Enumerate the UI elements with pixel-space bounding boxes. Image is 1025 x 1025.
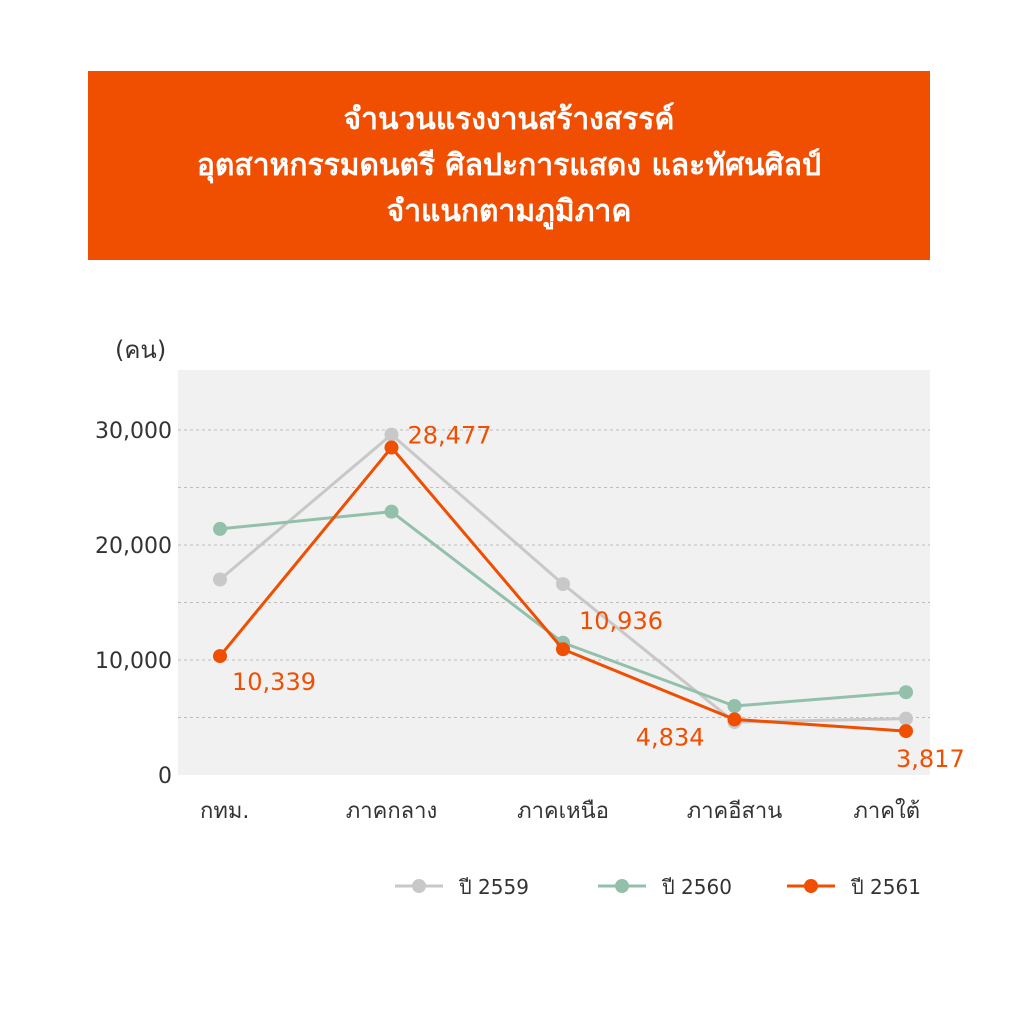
- data-point: [384, 504, 399, 519]
- legend-label: ปี 2561: [851, 875, 921, 899]
- x-axis-categories: กทม. ภาคกลาง ภาคเหนือ ภาคอีสาน ภาคใต้: [200, 798, 920, 824]
- series-layer: [213, 427, 913, 739]
- data-label: 4,834: [636, 723, 705, 751]
- plot-area: [178, 370, 930, 775]
- legend-marker: [804, 879, 818, 893]
- data-point: [213, 572, 227, 587]
- chart-title-line-3: จำแนกตามภูมิภาค: [386, 193, 632, 229]
- data-label: 10,339: [232, 668, 316, 696]
- data-point: [556, 577, 570, 592]
- y-axis-unit-label: (คน): [115, 336, 166, 364]
- legend-label: ปี 2559: [459, 875, 529, 899]
- data-point: [899, 685, 913, 700]
- grid-lines: [178, 429, 930, 718]
- legend-marker: [615, 879, 629, 893]
- y-tick-label: 0: [158, 764, 172, 789]
- data-point: [213, 521, 227, 536]
- data-label: 3,817: [896, 745, 965, 773]
- legend-label: ปี 2560: [662, 875, 732, 899]
- x-category-label: กทม.: [200, 799, 249, 824]
- data-label: 28,477: [408, 422, 492, 450]
- legend-item: ปี 2561: [787, 875, 921, 899]
- y-axis-ticks: 0 10,000 20,000 30,000: [95, 419, 172, 789]
- x-category-label: ภาคกลาง: [346, 799, 437, 824]
- chart-title-banner: จำนวนแรงงานสร้างสรรค์ อุตสาหกรรมดนตรี ศิ…: [88, 71, 930, 260]
- y-tick-label: 20,000: [95, 534, 172, 559]
- chart-title-line-2: อุตสาหกรรมดนตรี ศิลปะการแสดง และทัศนศิลป…: [196, 147, 822, 183]
- data-labels: 10,339 28,477 10,936 4,834 3,817: [232, 422, 965, 774]
- chart-title-line-1: จำนวนแรงงานสร้างสรรค์: [343, 101, 675, 137]
- y-tick-label: 30,000: [95, 419, 172, 444]
- data-point: [384, 427, 399, 442]
- legend-item: ปี 2560: [598, 875, 732, 899]
- x-category-label: ภาคใต้: [853, 798, 920, 824]
- x-category-label: ภาคเหนือ: [517, 799, 609, 824]
- data-label: 10,936: [579, 607, 663, 635]
- x-category-label: ภาคอีสาน: [687, 799, 783, 824]
- legend: ปี 2559 ปี 2560 ปี 2561: [395, 875, 921, 899]
- y-tick-label: 10,000: [95, 649, 172, 674]
- data-point: [556, 642, 570, 657]
- legend-item: ปี 2559: [395, 875, 529, 899]
- data-point: [384, 440, 399, 455]
- series-3: [213, 440, 913, 739]
- data-point: [899, 724, 913, 739]
- data-point: [727, 712, 742, 727]
- data-point: [213, 649, 227, 664]
- data-point: [899, 711, 913, 726]
- data-point: [727, 699, 742, 713]
- legend-marker: [412, 879, 426, 893]
